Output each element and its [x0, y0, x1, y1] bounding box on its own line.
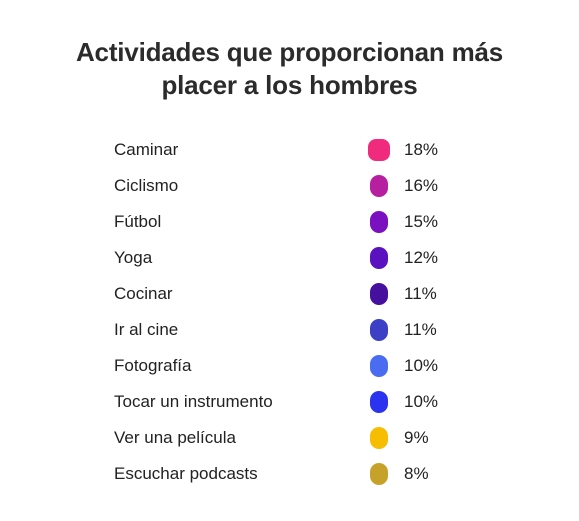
row-label: Ciclismo [114, 176, 179, 195]
row-label: Ir al cine [114, 320, 179, 339]
row-label: Yoga [114, 248, 153, 267]
row-value: 18% [404, 140, 439, 159]
row-color-marker [370, 283, 388, 305]
row-value: 15% [404, 212, 439, 231]
row-value: 8% [404, 464, 429, 483]
row-color-marker [368, 139, 390, 161]
row-value: 16% [404, 176, 439, 195]
row-value: 9% [404, 428, 429, 447]
chart-title: Actividades que proporcionan más placer … [0, 36, 579, 102]
row-value: 11% [404, 320, 437, 339]
chart-title-line-1: Actividades que proporcionan más [75, 37, 504, 67]
row-value: 11% [404, 284, 437, 303]
row-color-marker [370, 391, 388, 413]
chart-title-line-2: placer a los hombres [161, 70, 418, 100]
row-value: 10% [404, 392, 439, 411]
row-color-marker [370, 355, 388, 377]
row-label: Fotografía [114, 356, 192, 375]
row-value: 10% [404, 356, 439, 375]
row-color-marker [370, 211, 388, 233]
row-color-marker [370, 427, 388, 449]
row-value: 12% [404, 248, 439, 267]
row-color-marker [370, 319, 388, 341]
row-label: Fútbol [114, 212, 162, 231]
row-label: Escuchar podcasts [114, 464, 258, 483]
row-color-marker [370, 247, 388, 269]
row-label: Tocar un instrumento [114, 392, 273, 411]
row-label: Caminar [114, 140, 179, 159]
row-color-marker [370, 463, 388, 485]
row-label: Cocinar [114, 284, 173, 303]
row-label: Ver una película [114, 428, 236, 447]
row-color-marker [370, 175, 388, 197]
